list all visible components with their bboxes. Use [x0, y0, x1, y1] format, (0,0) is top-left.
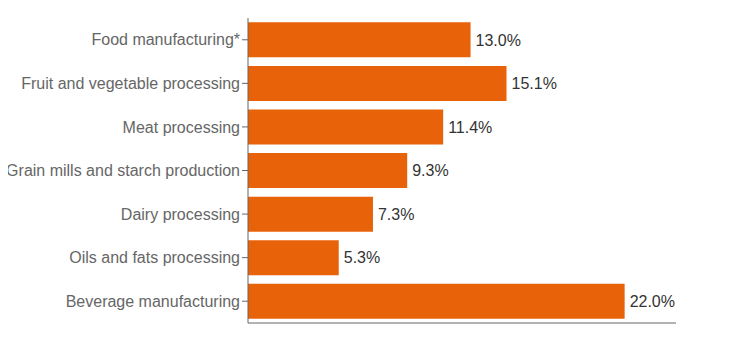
- svg-text:Beverage manufacturing: Beverage manufacturing: [66, 293, 240, 310]
- svg-text:Food manufacturing*: Food manufacturing*: [91, 31, 240, 48]
- svg-text:22.0%: 22.0%: [630, 293, 675, 310]
- svg-text:Grain mills and starch product: Grain mills and starch production: [8, 162, 240, 179]
- svg-text:13.0%: 13.0%: [476, 32, 521, 49]
- svg-text:Fruit and vegetable processing: Fruit and vegetable processing: [21, 75, 240, 92]
- svg-text:Oils and fats processing: Oils and fats processing: [69, 249, 240, 266]
- svg-text:5.3%: 5.3%: [344, 249, 380, 266]
- svg-text:Dairy processing: Dairy processing: [121, 206, 240, 223]
- svg-text:11.4%: 11.4%: [448, 119, 492, 136]
- svg-text:Meat processing: Meat processing: [123, 119, 240, 136]
- svg-text:9.3%: 9.3%: [412, 162, 448, 179]
- svg-text:15.1%: 15.1%: [512, 75, 557, 92]
- svg-text:7.3%: 7.3%: [378, 206, 414, 223]
